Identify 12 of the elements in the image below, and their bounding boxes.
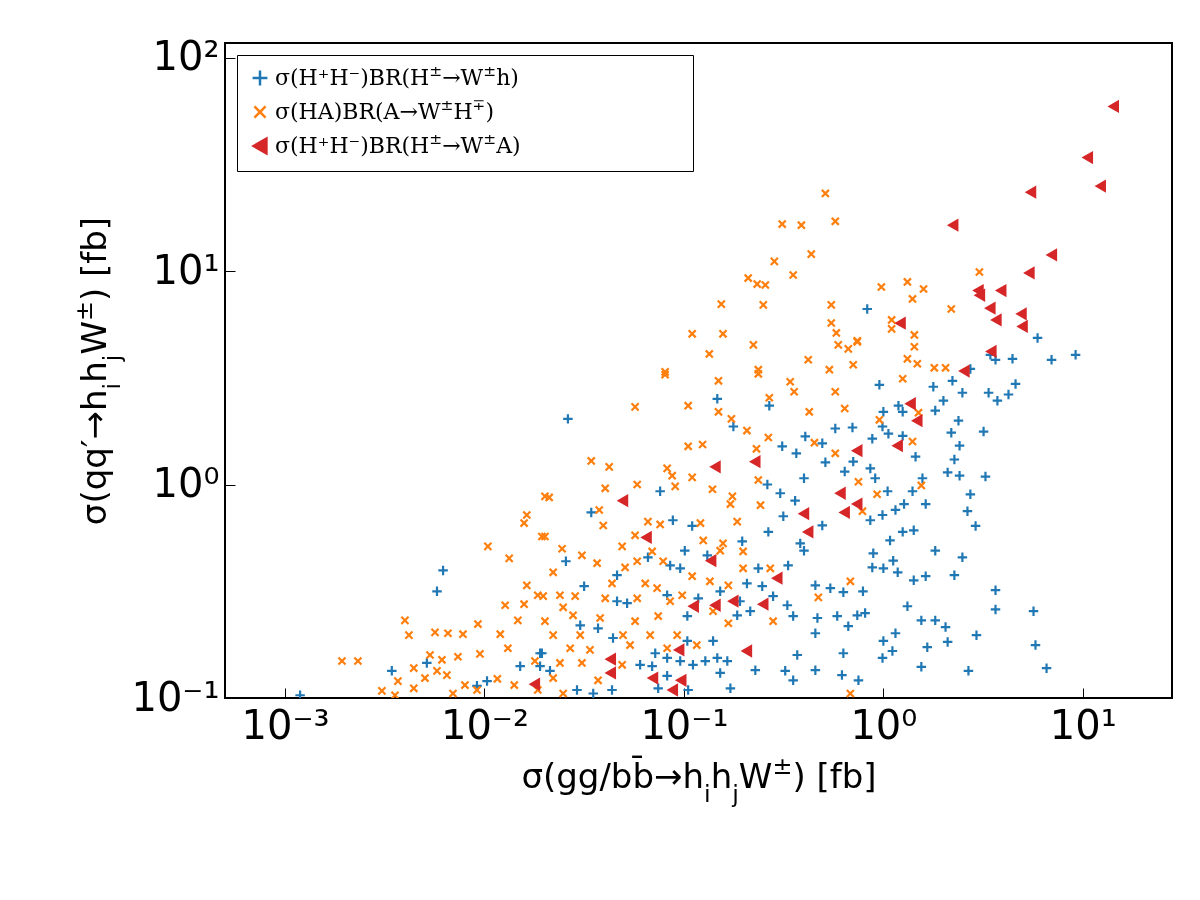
legend-label: σ(H⁺H⁻)BR(H$^{±}$→W$^{±}$h) <box>275 62 519 90</box>
x-tick-label: 10⁻² <box>440 701 530 748</box>
legend-label: σ(HA)BR(A→W$^{±}$H$^{∓}$) <box>275 96 495 124</box>
x-axis-title: σ(gg/bb̄→h$_{i}$h$_{j}$W$^{±}$) [fb] <box>521 751 877 808</box>
x-tick-label: 10¹ <box>1049 701 1117 748</box>
legend-label: σ(H⁺H⁻)BR(H$^{±}$→W$^{±}$A) <box>275 130 521 158</box>
y-tick-label: 10⁰ <box>152 460 220 507</box>
x-tick-label: 10⁰ <box>850 701 918 748</box>
y-tick-label: 10² <box>152 33 220 80</box>
y-tick-label: 10¹ <box>152 246 220 293</box>
x-tick-label: 10⁻³ <box>241 701 330 748</box>
x-tick-label: 10⁻¹ <box>640 701 729 748</box>
